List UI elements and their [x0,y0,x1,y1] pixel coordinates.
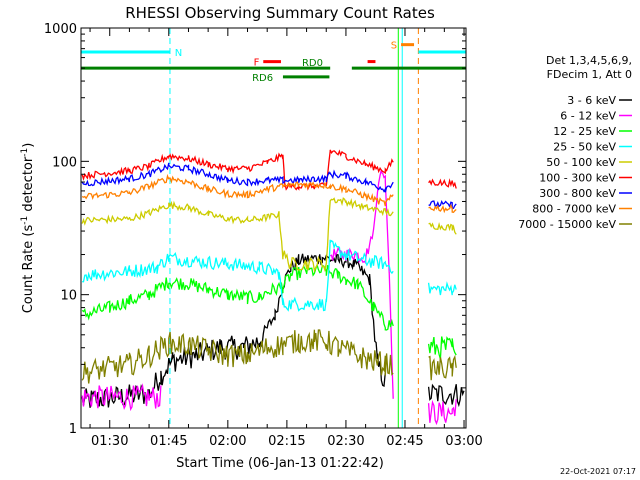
series-6-12-kev-segment-2 [427,399,457,426]
series-25-50-kev-segment-1 [427,281,457,296]
legend-label-800-7000-kev: 800 - 7000 keV [532,203,616,216]
x-tick-label-01-45: 01:45 [150,434,187,449]
series-300-800-kev-segment-0 [81,162,394,193]
series-12-25-kev-segment-0 [81,263,394,331]
series-25-50-kev-segment-0 [82,239,394,312]
footer-timestamp: 22-Oct-2021 07:17 [560,467,636,476]
flag-label-n: N [175,48,182,59]
series-7000-15000-kev-segment-1 [428,354,457,381]
legend-header-line2: FDecim 1, Att 0 [547,68,632,81]
legend-label-100-300-kev: 100 - 300 keV [539,172,616,185]
plot-area: N F S RD0 RD6 [81,28,467,428]
series-50-100-kev [81,197,457,273]
flag-label-f: F [254,58,260,69]
series-300-800-kev-segment-1 [428,200,457,210]
series-7000-15000-kev-segment-0 [81,329,394,384]
legend-header-line1: Det 1,3,4,5,6,9, [546,54,632,67]
series-800-7000-kev-segment-1 [428,203,457,214]
plot-frame [80,27,467,429]
series-800-7000-kev-segment-0 [81,173,394,207]
series-50-100-kev-segment-1 [428,222,457,235]
legend-label-6-12-kev: 6 - 12 keV [560,110,616,123]
y-axis-label-main: Count Rate (s [21,225,36,314]
series-12-25-kev-segment-1 [427,336,457,360]
series-6-12-kev-segment-0 [81,383,162,412]
legend-label-3-6-kev: 3 - 6 keV [567,94,616,107]
x-tick-label-02-45: 02:45 [386,434,423,449]
x-tick-label-01-30: 01:30 [91,434,128,449]
chart-title: RHESSI Observing Summary Count Rates [125,4,435,22]
y-axis-label-sup1: -1 [20,216,30,225]
x-tick-label-03-00: 03:00 [445,434,482,449]
y-tick-label-10: 10 [60,289,77,304]
series-7000-15000-kev [81,329,457,384]
legend: Det 1,3,4,5,6,9, FDecim 1, Att 0 3 - 6 k… [518,54,632,231]
series-50-100-kev-segment-0 [81,197,394,273]
x-tick-label-02-15: 02:15 [268,434,305,449]
legend-label-300-800-kev: 300 - 800 keV [539,187,616,200]
series-12-25-kev [81,263,457,360]
series-6-12-kev [81,169,457,426]
series-100-300-kev-segment-1 [428,178,457,189]
y-axis-label: Count Rate (s-1 detector-1) [20,143,36,314]
series-100-300-kev [81,149,457,191]
legend-label-25-50-kev: 25 - 50 keV [553,141,616,154]
legend-label-50-100-kev: 50 - 100 keV [546,156,616,169]
legend-label-7000-15000-kev: 7000 - 15000 keV [518,218,616,231]
legend-label-12-25-kev: 12 - 25 keV [553,125,616,138]
x-axis-label: Start Time (06-Jan-13 01:22:42) [176,456,384,471]
y-axis-label-end: ) [21,143,36,148]
flag-label-rd0: RD0 [302,58,323,69]
y-tick-label-1: 1 [69,422,77,437]
flag-label-s: S [391,41,397,52]
y-axis: 1 10 100 1000 [44,22,466,437]
y-tick-label-100: 100 [52,155,77,170]
x-axis: 01:30 01:45 02:00 02:15 02:30 02:45 03:00 [89,28,483,449]
series-3-6-kev-segment-1 [427,383,465,408]
y-axis-label-sup2: -1 [20,148,30,157]
series-25-50-kev [82,239,457,312]
series-100-300-kev-segment-0 [81,149,394,191]
series-300-800-kev [81,162,457,210]
series-800-7000-kev [81,173,457,214]
y-axis-label-mid: detector [21,156,36,216]
flag-label-rd6: RD6 [252,73,273,84]
x-tick-label-02-00: 02:00 [209,434,246,449]
series-6-12-kev-segment-1 [329,169,394,399]
x-tick-label-02-30: 02:30 [327,434,364,449]
y-tick-label-1000: 1000 [44,22,77,37]
